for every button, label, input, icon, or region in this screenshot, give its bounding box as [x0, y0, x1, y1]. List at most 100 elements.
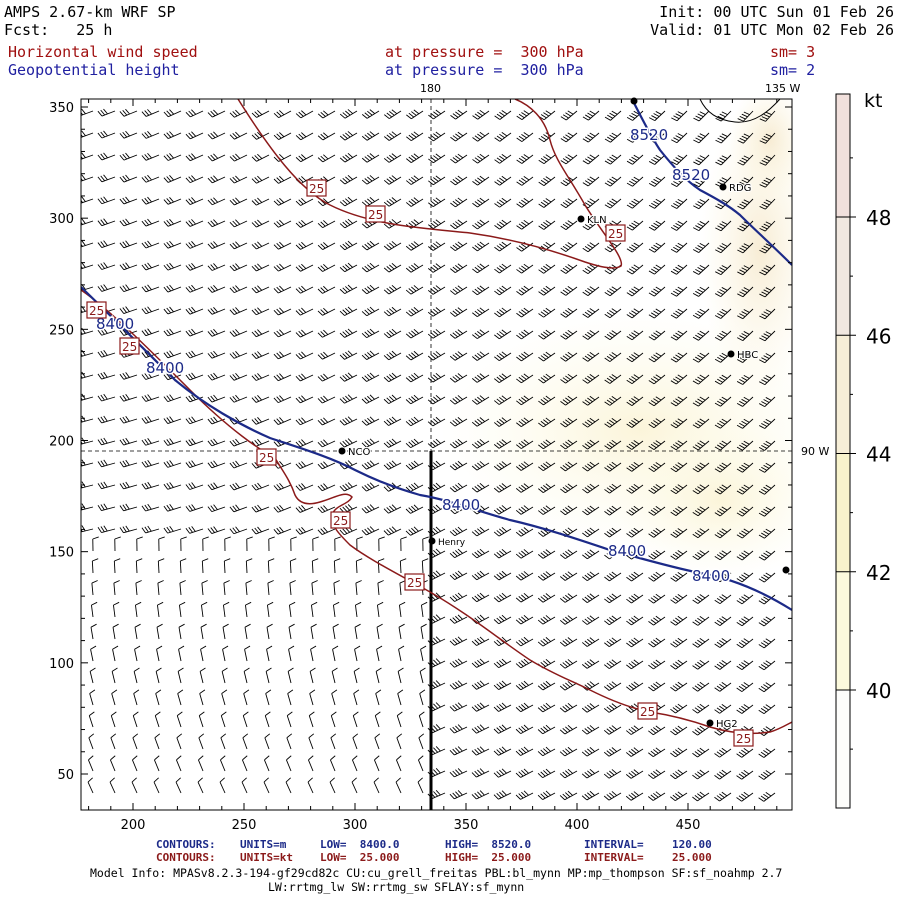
wind-barb	[515, 768, 534, 778]
height-label: 8520	[672, 166, 710, 184]
wind-barb	[398, 601, 406, 618]
wind-barb	[251, 307, 270, 316]
wind-barb	[537, 680, 556, 691]
init-time: Init: 00 UTC Sun 01 Feb 26	[659, 3, 894, 21]
wind-barb	[692, 791, 710, 802]
wind-barb	[197, 777, 204, 794]
wind-barb	[92, 536, 99, 552]
wind-barb	[264, 733, 271, 750]
wind-barb	[670, 440, 688, 451]
wind-barb	[374, 733, 381, 750]
wind-barb	[157, 580, 164, 596]
wind-barb	[537, 790, 556, 800]
wind-barb	[560, 286, 578, 296]
wind-barb	[179, 558, 187, 574]
wind-barb	[155, 689, 162, 706]
wind-barb	[736, 616, 754, 627]
wind-barb	[202, 536, 209, 552]
wind-barb	[427, 394, 446, 405]
wind-barb	[737, 176, 754, 188]
wind-barb	[560, 373, 578, 384]
wind-barb	[251, 263, 270, 272]
wind-barb	[603, 791, 622, 801]
wind-barb	[265, 689, 272, 706]
wind-barb	[397, 689, 404, 706]
wind-barb	[295, 219, 314, 228]
wind-barb	[714, 484, 732, 495]
wind-barb	[625, 747, 644, 757]
wind-barb	[207, 328, 226, 337]
wind-barb	[759, 220, 776, 232]
wind-barb	[515, 790, 534, 800]
wind-barb	[383, 482, 402, 492]
wind-barb	[153, 777, 160, 794]
wind-barb	[493, 461, 512, 471]
wind-barb	[331, 689, 338, 706]
wind-barb	[603, 703, 622, 713]
wind-barb	[406, 175, 424, 185]
wind-barb	[114, 536, 121, 552]
wind-barb	[737, 154, 754, 166]
wind-barb	[515, 527, 534, 537]
wind-barb	[515, 724, 534, 735]
wind-barb	[264, 711, 271, 728]
axes: 350 300 250 200 150 100 50 200 250 300 350 400 450	[49, 99, 792, 833]
wind-barb	[97, 130, 116, 139]
wind-barb	[559, 615, 578, 625]
wind-speed-shading	[610, 420, 792, 580]
wind-barb	[81, 240, 94, 248]
field1-level: at pressure = 300 hPa	[385, 43, 584, 61]
wind-barb	[220, 755, 226, 772]
wind-barb	[450, 109, 468, 120]
wind-barb	[582, 330, 600, 340]
wind-barb	[329, 777, 336, 794]
wind-barb	[141, 438, 160, 446]
y-tick-label: 200	[49, 435, 74, 450]
wind-barb	[361, 460, 380, 470]
wind-barb	[427, 329, 446, 339]
wind-barb	[141, 218, 160, 227]
speed-contour-label: 25	[119, 337, 140, 355]
wind-barb	[141, 416, 160, 424]
wind-barb	[97, 415, 116, 424]
wind-barb	[163, 504, 182, 512]
wind-barb	[472, 263, 490, 274]
wind-barb	[736, 791, 754, 802]
wind-barb	[251, 241, 270, 250]
wind-barb	[405, 394, 424, 405]
wind-barb	[647, 791, 666, 801]
wind-barb	[353, 667, 360, 684]
speed-contour-label: 25	[637, 702, 658, 720]
wind-barb	[759, 132, 776, 144]
wind-barb	[560, 132, 578, 143]
wind-barb	[229, 460, 248, 469]
x-tick-label: 450	[676, 818, 701, 833]
wind-barb	[295, 241, 314, 250]
wind-barb	[244, 623, 251, 640]
wind-barb	[538, 132, 556, 143]
wind-barb	[604, 439, 622, 450]
wind-barb	[449, 329, 468, 339]
wind-barb	[81, 525, 94, 533]
wind-barb	[472, 329, 490, 339]
colorbar-tick-label: 40	[866, 679, 891, 703]
wind-barb	[339, 350, 358, 360]
wind-barb	[648, 681, 666, 692]
wind-barb	[398, 623, 405, 640]
wind-barb	[223, 558, 231, 574]
wind-barb	[244, 645, 251, 662]
wind-barb	[736, 462, 754, 473]
wind-barb	[670, 352, 688, 363]
wind-barb	[163, 328, 182, 337]
wind-barb	[185, 526, 204, 534]
wind-barb	[207, 109, 226, 118]
wind-barb	[604, 308, 622, 319]
wind-barb	[157, 558, 165, 574]
wind-barb	[693, 198, 710, 210]
wind-barb	[263, 777, 270, 794]
wind-barb	[736, 660, 754, 671]
wind-barb	[119, 437, 138, 446]
wind-barb	[405, 350, 424, 361]
wind-barb	[308, 711, 315, 728]
wind-barb	[648, 418, 666, 429]
